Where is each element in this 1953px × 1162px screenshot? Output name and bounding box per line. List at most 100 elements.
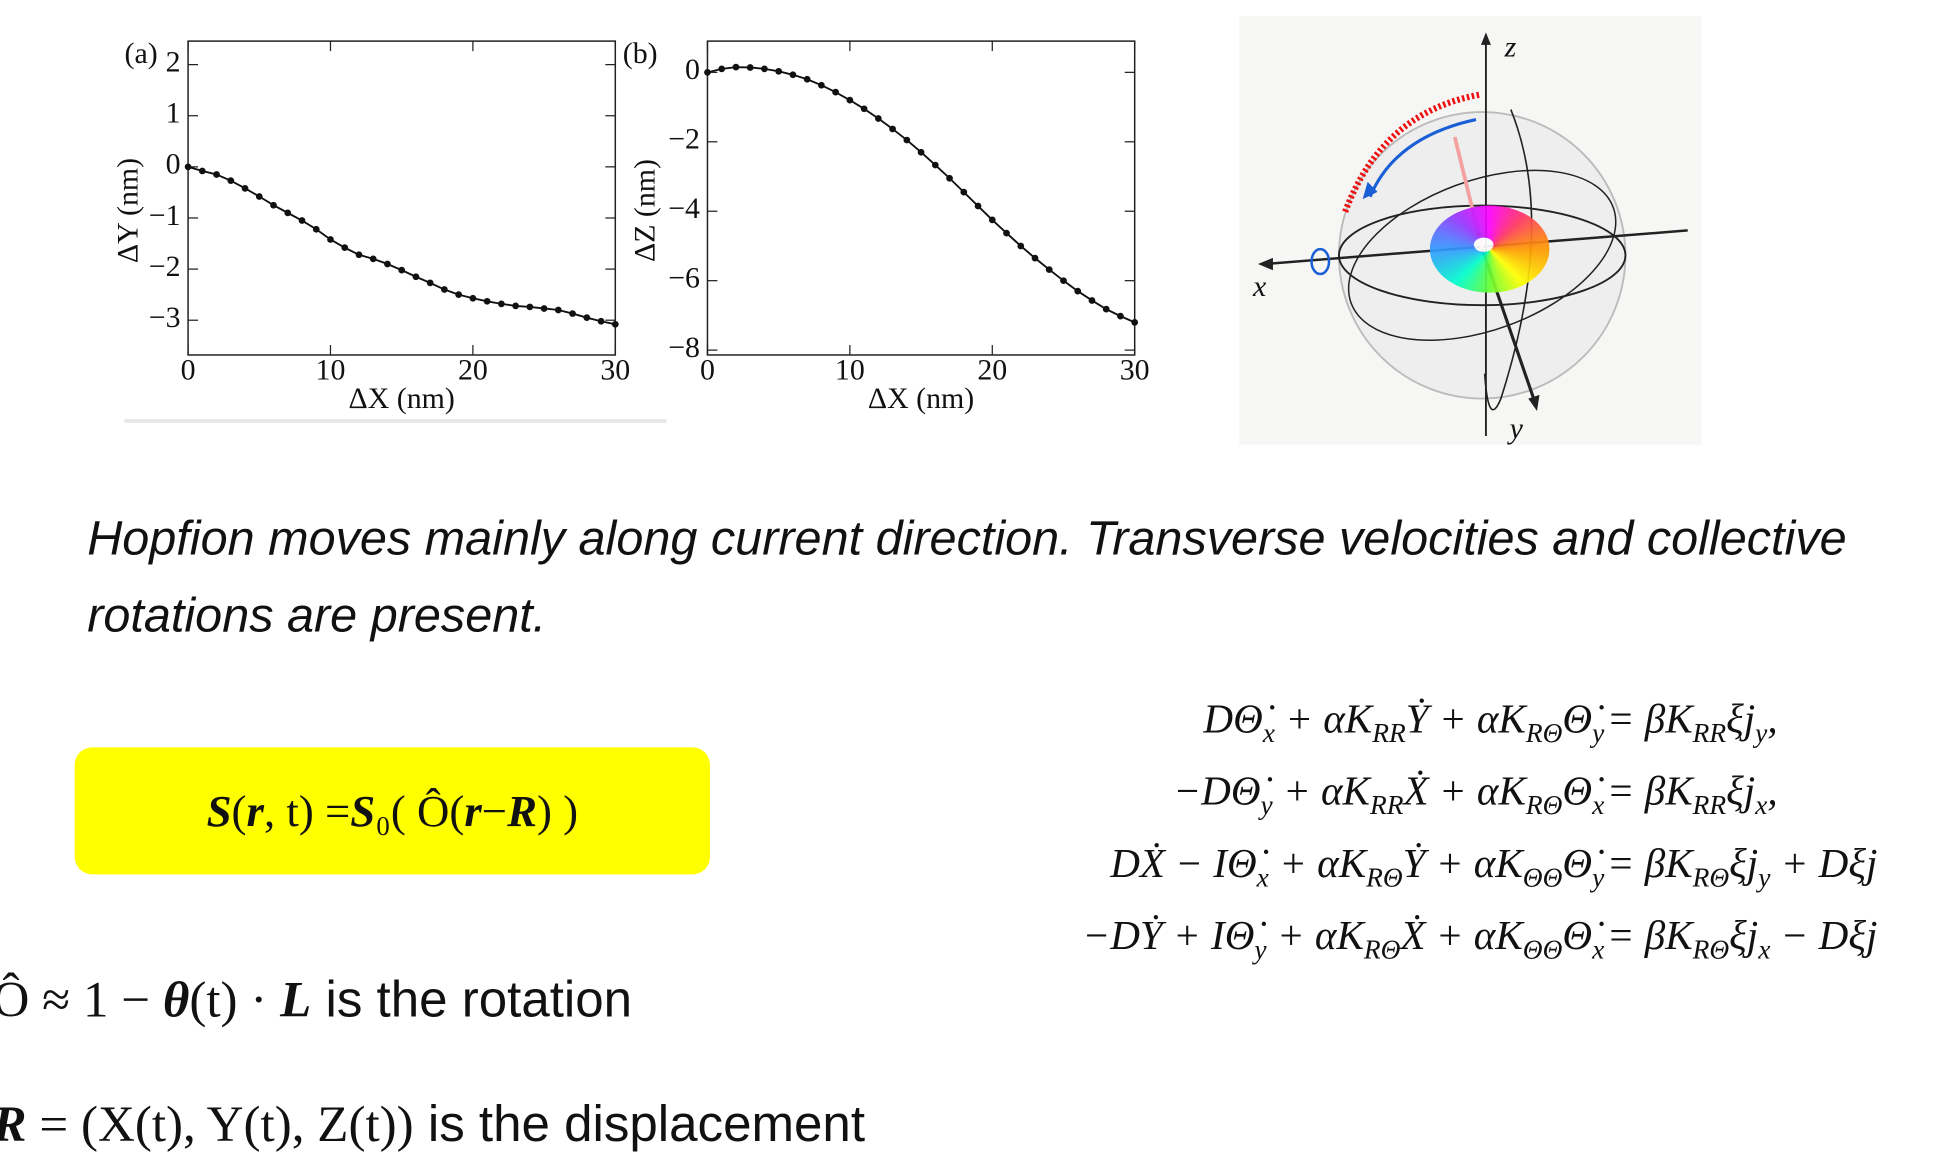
y-tick-label: 0 — [685, 53, 700, 86]
data-line — [187, 165, 616, 326]
definition: R = (X(t), Y(t), Z(t)) is the displaceme… — [0, 1094, 865, 1154]
math-text: , — [1767, 769, 1778, 815]
data-point — [512, 302, 519, 310]
math-text: Ô ≈ 1 − — [0, 970, 163, 1028]
data-point — [803, 75, 811, 83]
data-point — [426, 279, 434, 287]
math-text: + αK — [1274, 697, 1373, 743]
data-point — [732, 63, 740, 71]
data-point — [341, 244, 349, 251]
data-point — [874, 115, 882, 122]
data-point — [1074, 287, 1082, 295]
data-point — [974, 202, 982, 210]
math-text: , t) = — [263, 785, 351, 836]
axis-label: z — [1504, 31, 1517, 64]
y-axis-label: ΔY (nm) — [112, 158, 145, 263]
data-line — [707, 66, 1136, 324]
equation-rhs: = βKRRξjx, — [1607, 770, 1778, 822]
math-text: ξj — [1726, 697, 1756, 743]
math-text: = βK — [1606, 769, 1693, 815]
x-axis-label: ΔX (nm) — [349, 382, 455, 415]
x-tick-label: 30 — [1120, 353, 1150, 386]
math-text: = βK — [1606, 697, 1693, 743]
subscript: RΘ — [1525, 716, 1563, 749]
x-tick-label: 10 — [835, 353, 865, 386]
definition-text: is the displacement — [413, 1094, 866, 1153]
data-point — [960, 188, 968, 196]
subscript: RR — [1692, 716, 1727, 749]
panel-label: (a) — [125, 37, 158, 70]
data-point — [526, 303, 534, 311]
x-axis-label: ΔX (nm) — [868, 382, 974, 415]
bold-symbol: r — [464, 785, 482, 836]
axis-label: y — [1507, 412, 1524, 445]
y-tick-label: −2 — [668, 123, 700, 156]
x-tick-label: 0 — [181, 353, 196, 386]
subscript: RR — [1692, 789, 1727, 821]
data-point — [718, 65, 726, 73]
data-point — [917, 148, 925, 156]
data-point — [569, 310, 576, 317]
math-text: − Dξj — [1770, 914, 1878, 960]
equation-rhs: = βKRΘξjy + Dξj — [1607, 842, 1878, 894]
axis-label: x — [1252, 270, 1267, 303]
math-text: Ẏ + αK — [1405, 697, 1526, 743]
subscript: y — [1592, 716, 1605, 749]
math-text: ( — [231, 785, 247, 836]
subscript: RR — [1372, 716, 1406, 749]
data-point — [184, 163, 192, 171]
math-text: ) ) — [536, 785, 579, 836]
math-text: Θ̇ — [1562, 697, 1593, 743]
data-point — [255, 193, 263, 200]
math-text: ₀( Ô( — [375, 785, 465, 836]
data-point — [611, 320, 619, 328]
data-point — [1031, 254, 1039, 262]
data-point — [597, 317, 605, 325]
equation-lhs: −DΘ̇y + αKRRẊ + αKRΘΘ̇x — [1173, 770, 1604, 822]
math-text: ξj — [1729, 914, 1759, 960]
y-tick-label: 0 — [166, 148, 181, 181]
data-point — [1102, 305, 1110, 313]
subscript: x — [1755, 789, 1768, 821]
z-arrow — [1480, 32, 1491, 45]
data-point — [198, 167, 206, 175]
data-point — [1117, 312, 1124, 320]
math-text: DẊ − IΘ̇ — [1110, 841, 1257, 887]
data-point — [498, 300, 505, 308]
x-tick-label: 30 — [600, 353, 630, 386]
equation-rhs: = βKRΘξjx − Dξj — [1607, 914, 1878, 966]
y-tick-label: −1 — [149, 199, 181, 232]
data-point — [775, 67, 783, 75]
data-point — [327, 236, 334, 243]
meridian — [1483, 109, 1533, 411]
data-point — [988, 216, 996, 224]
data-point — [213, 171, 220, 178]
definition-text: is the rotation — [311, 970, 633, 1028]
equation: DẊ − IΘ̇x + αKRΘẎ + αKΘΘΘ̇y = βKRΘξjy + … — [0, 842, 1953, 904]
data-point — [298, 217, 306, 224]
definition-math: R = (X(t), Y(t), Z(t)) — [0, 1095, 414, 1152]
plot-frame — [187, 40, 617, 356]
math-text: = (X(t), Y(t), Z(t)) — [26, 1094, 414, 1153]
subscript: y — [1592, 861, 1605, 893]
x-tick-label: 20 — [977, 353, 1007, 386]
data-point — [746, 64, 754, 71]
data-point — [1017, 242, 1025, 250]
subscript: y — [1758, 861, 1771, 893]
ansatz-box: S(r, t) = S ₀( Ô(r − R) ) — [74, 747, 710, 875]
data-point — [1045, 266, 1053, 273]
math-text: + αK — [1272, 769, 1370, 815]
data-point — [704, 68, 711, 76]
equation-lhs: −DẎ + IΘ̇y + αKRΘẊ + αKΘΘΘ̇x — [1082, 914, 1604, 966]
math-text: Θ̇ — [1562, 914, 1593, 960]
y-tick-label: −4 — [668, 192, 700, 225]
math-text: −DẎ + IΘ̇ — [1082, 914, 1255, 960]
equation-rhs: = βKRRξjy, — [1607, 698, 1778, 750]
data-point — [832, 88, 839, 96]
plot-frame — [706, 40, 1136, 356]
hopfion-torus — [1429, 205, 1550, 293]
math-text: − — [481, 785, 508, 836]
x-rotation — [1310, 247, 1331, 276]
data-point — [441, 286, 448, 293]
